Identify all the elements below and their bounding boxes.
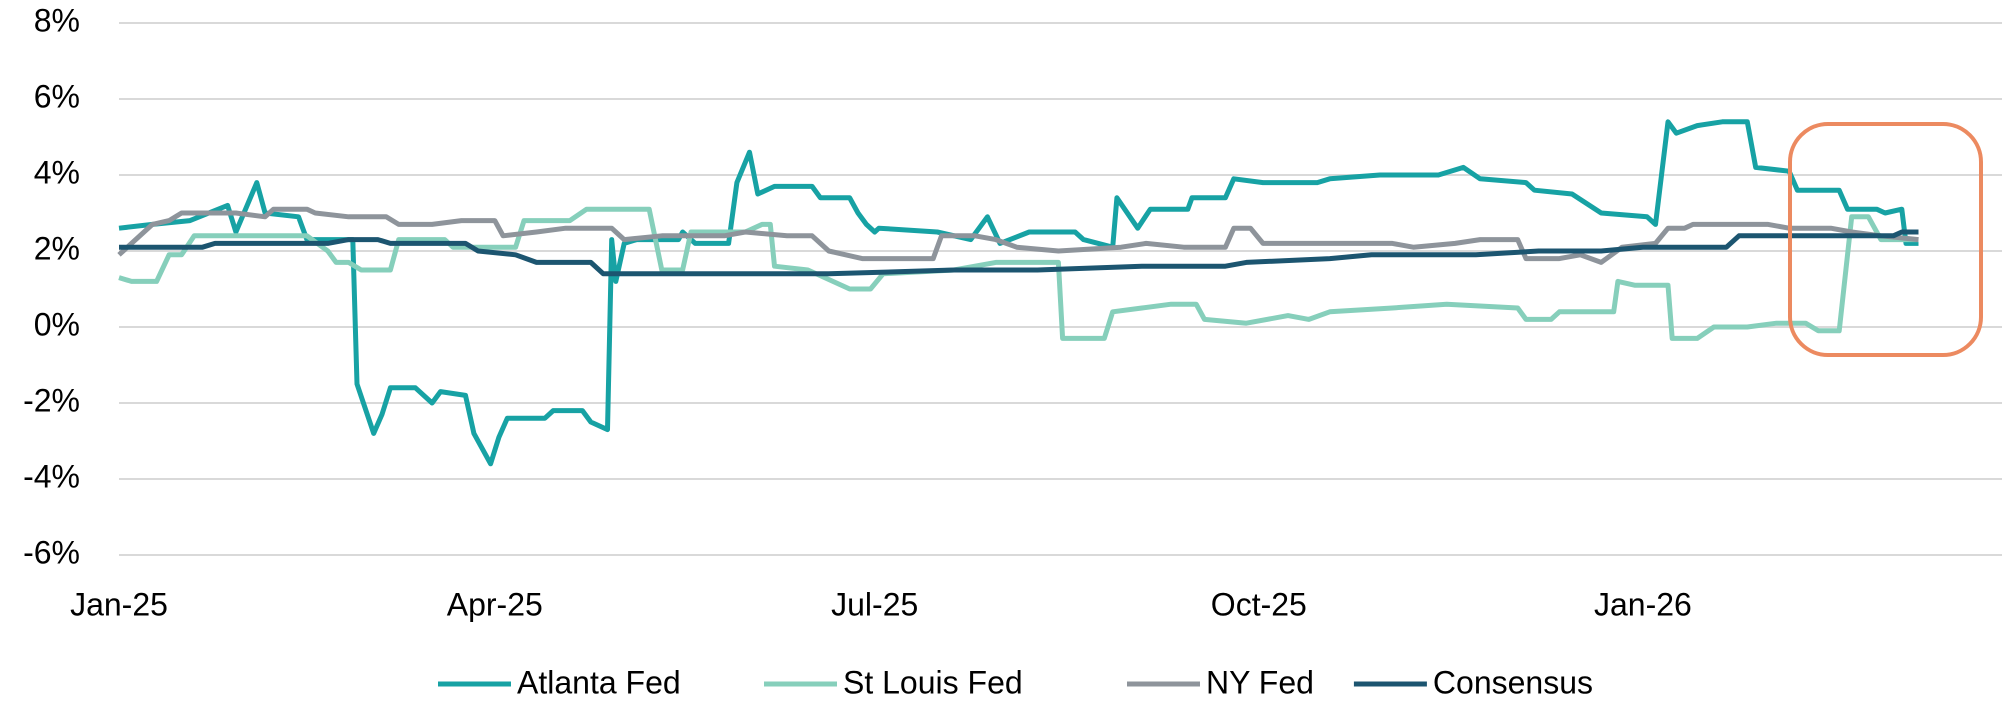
legend-label: Atlanta Fed — [517, 664, 681, 700]
series-line — [119, 229, 1919, 277]
plot-lines — [117, 119, 1919, 467]
y-tick-label: 8% — [34, 2, 80, 38]
x-tick-label: Jan-26 — [1594, 586, 1692, 622]
axis-labels: -6% -4% -2% 0% 2% 4% 6% 8% Jan-25 Apr-25 Jul-25 Oct… — [23, 2, 1692, 622]
y-tick-label: 0% — [34, 306, 80, 342]
y-tick-label: -2% — [23, 382, 80, 418]
x-tick-label: Oct-25 — [1211, 586, 1307, 622]
legend-label: St Louis Fed — [843, 664, 1023, 700]
y-tick-label: 6% — [34, 78, 80, 114]
series-line — [118, 206, 1919, 341]
y-tick-label: -4% — [23, 458, 80, 494]
y-tick-label: 4% — [34, 154, 80, 190]
legend-label: NY Fed — [1206, 664, 1314, 700]
legend-label: Consensus — [1433, 664, 1593, 700]
legend: Atlanta Fed St Louis Fed NY Fed Consensus — [438, 664, 1593, 700]
highlight-box — [1788, 122, 1983, 357]
x-tick-label: Apr-25 — [447, 586, 543, 622]
y-tick-label: -6% — [23, 534, 80, 570]
series-line — [118, 119, 1919, 467]
x-tick-label: Jan-25 — [70, 586, 168, 622]
x-tick-label: Jul-25 — [831, 586, 918, 622]
y-tick-label: 2% — [34, 230, 80, 266]
